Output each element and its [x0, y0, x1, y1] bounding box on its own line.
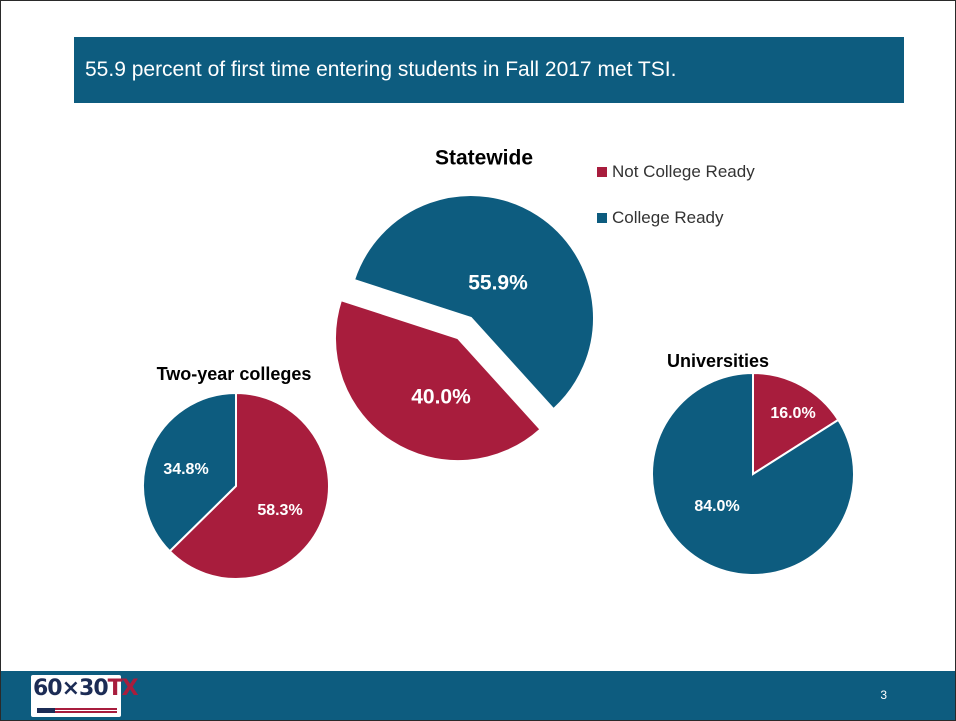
slide-footer: 60×30TX 3 [1, 671, 955, 720]
legend-swatch-college-ready [597, 213, 607, 223]
chart-legend: Not College Ready College Ready [597, 159, 755, 251]
chart-title-statewide: Statewide [435, 147, 533, 170]
data-label-statewide-college-ready: 55.9% [468, 272, 528, 295]
data-label-two-year-colleges-college-ready: 34.8% [163, 461, 208, 478]
slide-title: 55.9 percent of first time entering stud… [85, 58, 677, 81]
legend-item-college-ready: College Ready [597, 205, 755, 231]
pie-slice-universities-not-college-ready [752, 371, 840, 476]
pie-slice-statewide-college-ready [352, 194, 595, 411]
legend-swatch-not-college-ready [597, 167, 607, 177]
legend-label-not-college-ready: Not College Ready [612, 162, 755, 181]
pie-slice-two-year-colleges-not-college-ready [168, 391, 330, 580]
data-label-two-year-colleges-not-college-ready: 58.3% [257, 502, 302, 519]
data-label-universities-not-college-ready: 16.0% [770, 405, 815, 422]
legend-item-not-college-ready: Not College Ready [597, 159, 755, 185]
pie-slice-universities-college-ready [651, 371, 855, 576]
legend-label-college-ready: College Ready [612, 208, 724, 227]
page-number: 3 [880, 688, 887, 702]
chart-title-two-year-colleges: Two-year colleges [157, 364, 312, 384]
slide-title-bar: 55.9 percent of first time entering stud… [74, 37, 904, 103]
data-label-universities-college-ready: 84.0% [694, 498, 739, 515]
data-label-statewide-not-college-ready: 40.0% [411, 386, 471, 409]
60x30tx-logo: 60×30TX [31, 675, 139, 717]
pie-slice-two-year-colleges-college-ready [142, 391, 237, 553]
pie-slice-statewide-not-college-ready [333, 298, 542, 463]
chart-title-universities: Universities [667, 351, 769, 371]
